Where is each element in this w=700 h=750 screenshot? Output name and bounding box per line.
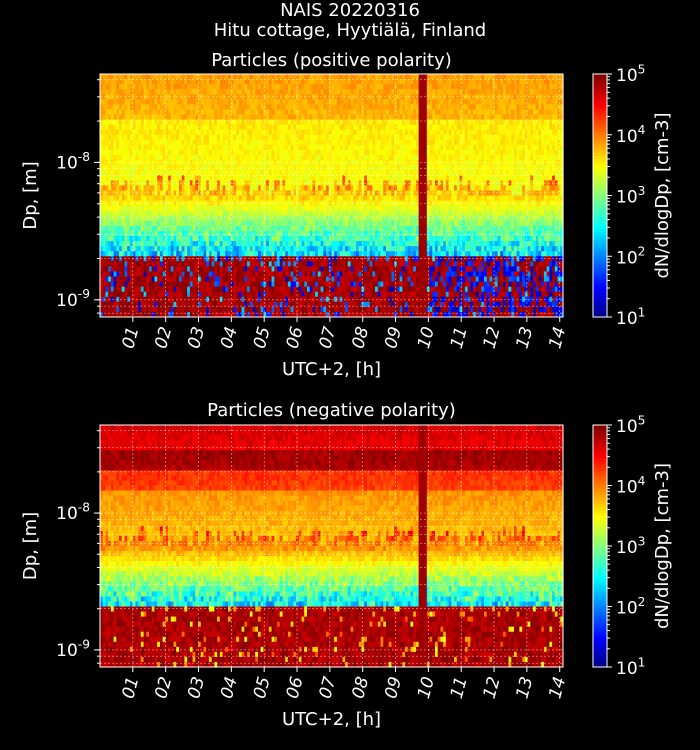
colorbar-tick-label: 101 <box>616 305 645 329</box>
x-tick-label: 08 <box>348 324 373 350</box>
y-axis-label: Dp, [m] <box>20 512 41 580</box>
grid <box>100 425 563 667</box>
x-axis-label: UTC+2, [h] <box>282 359 381 380</box>
x-tick-label: 01 <box>118 325 143 351</box>
colorbar-tick-label: 103 <box>616 534 645 558</box>
x-tick-label: 13 <box>513 325 538 351</box>
panel-title: Particles (positive polarity) <box>211 50 452 71</box>
colorbar-label: dN/dlogDp, [cm-3] <box>652 113 673 279</box>
x-tick-label: 04 <box>217 675 242 701</box>
x-tick-label: 14 <box>545 325 570 351</box>
x-tick-label: 13 <box>513 675 538 701</box>
x-tick-label: 06 <box>283 324 308 350</box>
x-tick-label: 11 <box>447 675 472 701</box>
x-tick-label: 10 <box>414 675 439 701</box>
x-tick-label: 02 <box>151 675 176 701</box>
heatmap <box>100 425 564 668</box>
x-tick-label: 02 <box>151 325 176 351</box>
y-tick-label: 10-9 <box>56 287 90 311</box>
x-tick-label: 04 <box>217 325 242 351</box>
figure-title-line2: Hitu cottage, Hyytiälä, Finland <box>213 20 487 41</box>
x-tick-label: 09 <box>381 675 406 701</box>
x-tick-label: 06 <box>283 674 308 700</box>
grid <box>100 74 563 317</box>
x-tick-label: 03 <box>184 325 209 351</box>
y-tick-label: 10-8 <box>56 150 90 174</box>
colorbar-tick-label: 105 <box>616 413 645 437</box>
colorbar-tick-label: 103 <box>616 184 645 208</box>
y-tick-label: 10-9 <box>56 637 90 661</box>
colorbar-tick-label: 105 <box>616 62 645 86</box>
figure-title-line1: NAIS 20220316 <box>280 0 420 21</box>
x-tick-label: 08 <box>348 674 373 700</box>
x-tick-label: 09 <box>381 325 406 351</box>
colorbar: 101 102 103 104 105 dN/dlogDp, [cm-3] <box>592 413 673 679</box>
axes-frame <box>99 424 564 668</box>
panel-positive: 01 02 03 04 05 06 07 08 09 10 11 12 13 14 10-9 10-8 Part… <box>20 50 673 380</box>
heatmap <box>100 74 564 318</box>
y-axis-label: Dp, [m] <box>20 161 41 229</box>
x-axis-label: UTC+2, [h] <box>282 709 381 730</box>
colorbar-tick-label: 102 <box>616 245 645 269</box>
x-tick-label: 12 <box>480 675 505 701</box>
colorbar-tick-label: 104 <box>616 474 646 498</box>
panel-negative: 01 02 03 04 05 06 07 08 09 10 11 12 13 14 10-9 10-8 Part… <box>20 400 673 730</box>
x-tick-label: 07 <box>316 674 341 700</box>
x-tick-label: 01 <box>118 675 143 701</box>
x-tick-label: 12 <box>480 325 505 351</box>
colorbar-tick-label: 101 <box>616 655 645 679</box>
x-tick-label: 11 <box>447 325 472 351</box>
axes-frame <box>99 73 564 318</box>
colorbar-label: dN/dlogDp, [cm-3] <box>652 463 673 629</box>
x-tick-label: 10 <box>414 325 439 351</box>
x-tick-label: 07 <box>316 324 341 350</box>
x-tick-label: 05 <box>250 675 275 701</box>
y-tick-label: 10-8 <box>56 500 90 524</box>
colorbar: 101 102 103 104 105 dN/dlogDp, [cm-3] <box>592 62 673 329</box>
colorbar-tick-label: 104 <box>616 123 646 147</box>
colorbar-tick-label: 102 <box>616 595 645 619</box>
x-tick-label: 05 <box>250 325 275 351</box>
panel-title: Particles (negative polarity) <box>207 400 456 421</box>
x-tick-label: 03 <box>184 675 209 701</box>
x-tick-label: 14 <box>545 675 570 701</box>
